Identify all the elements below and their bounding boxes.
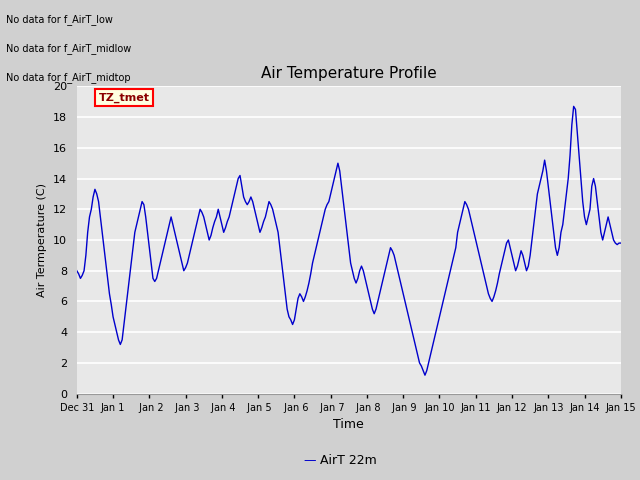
Y-axis label: Air Termperature (C): Air Termperature (C) xyxy=(37,183,47,297)
Text: —: — xyxy=(303,454,320,468)
X-axis label: Time: Time xyxy=(333,418,364,431)
Text: No data for f_AirT_midlow: No data for f_AirT_midlow xyxy=(6,43,132,54)
Text: AirT 22m: AirT 22m xyxy=(320,454,377,468)
Text: No data for f_AirT_low: No data for f_AirT_low xyxy=(6,14,113,25)
Text: TZ_tmet: TZ_tmet xyxy=(99,93,150,103)
Text: No data for f_AirT_midtop: No data for f_AirT_midtop xyxy=(6,72,131,83)
Title: Air Temperature Profile: Air Temperature Profile xyxy=(261,66,436,81)
